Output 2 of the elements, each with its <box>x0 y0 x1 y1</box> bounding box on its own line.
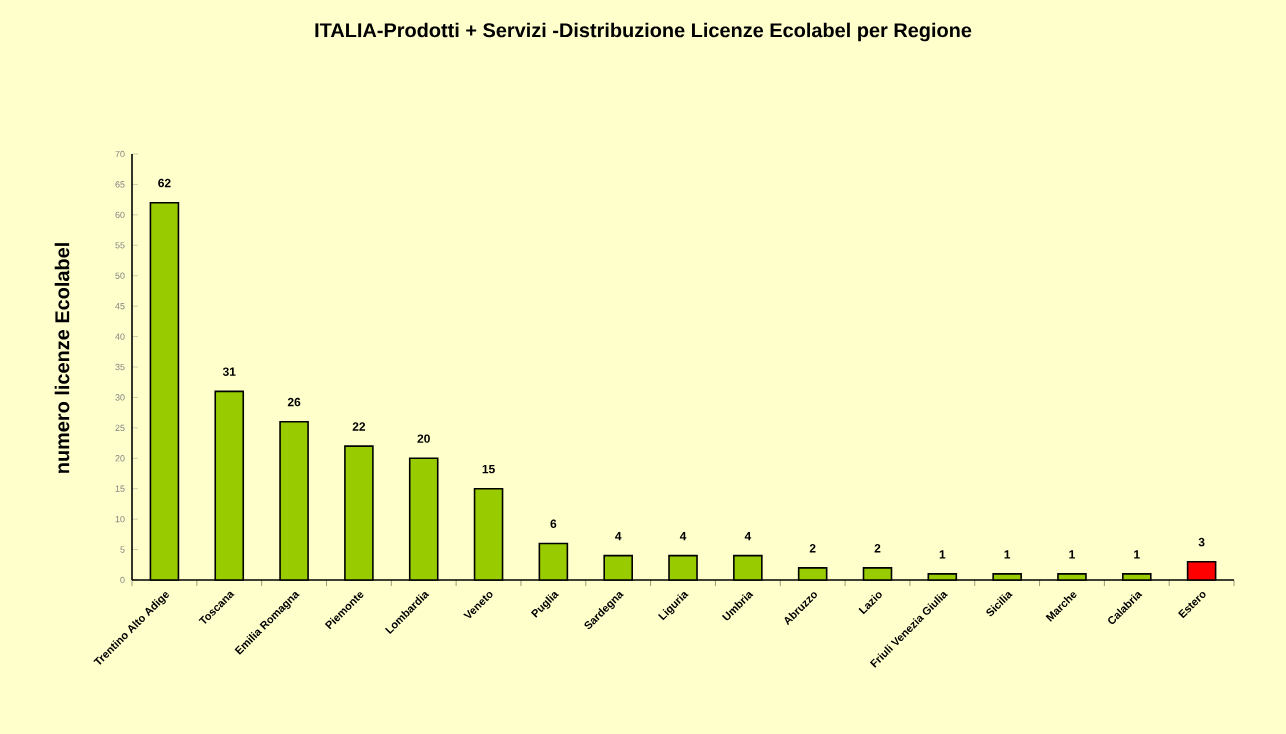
y-axis-title: numero licenze Ecolabel <box>54 243 70 473</box>
chart-title: ITALIA-Prodotti + Servizi -Distribuzione Licenze Ecolabel per Regione <box>315 22 972 42</box>
